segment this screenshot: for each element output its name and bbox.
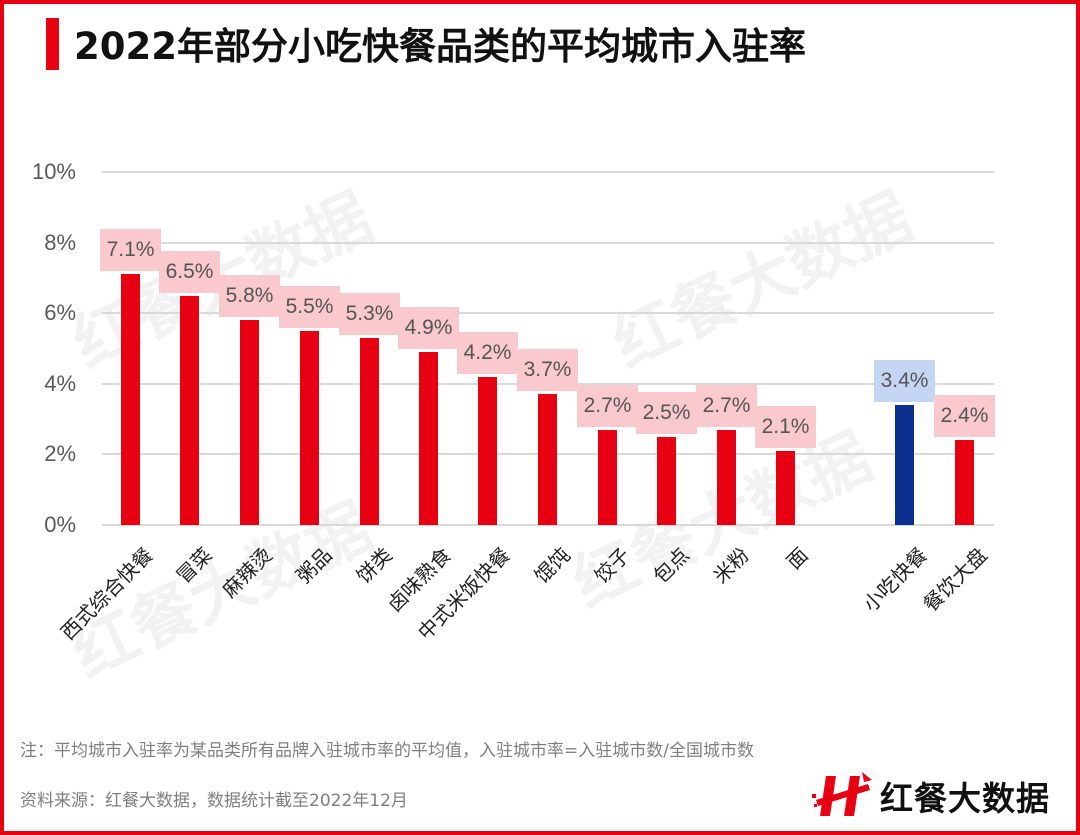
- y-axis-tick-label: 2%: [44, 441, 76, 467]
- x-axis-category-label: 饺子: [589, 542, 635, 589]
- data-label: 5.3%: [339, 292, 400, 335]
- data-label: 5.5%: [279, 285, 340, 328]
- hongcan-h-logo-icon: [812, 772, 872, 816]
- bar: [656, 436, 676, 525]
- bar: [716, 429, 736, 525]
- source-note: 资料来源：红餐大数据，数据统计截至2022年12月: [20, 791, 408, 811]
- footnote: 注：平均城市入驻率为某品类所有品牌入驻城市率的平均值，入驻城市率=入驻城市数/全…: [20, 741, 754, 761]
- data-label: 6.5%: [159, 250, 220, 293]
- bar: [179, 295, 199, 525]
- x-axis-category-label: 餐饮大盘: [918, 542, 992, 617]
- data-label: 2.7%: [696, 384, 757, 427]
- gridline: [102, 312, 994, 315]
- bar: [359, 337, 379, 525]
- data-label: 4.2%: [457, 331, 518, 374]
- data-label: 2.7%: [577, 384, 638, 427]
- gridline: [102, 524, 994, 526]
- x-axis-category-label: 冒菜: [171, 542, 217, 589]
- bar: [775, 450, 795, 525]
- data-label: 2.4%: [934, 395, 995, 438]
- data-label: 5.8%: [219, 275, 280, 318]
- y-axis-tick-label: 8%: [44, 229, 76, 255]
- data-label: 2.5%: [636, 391, 697, 434]
- bar: [120, 274, 140, 525]
- x-axis-category-label: 小吃快餐: [858, 542, 932, 617]
- gridline: [102, 171, 994, 173]
- bar: [597, 429, 617, 525]
- bar: [894, 404, 914, 525]
- y-axis-tick-label: 4%: [44, 370, 76, 396]
- data-label: 4.9%: [398, 307, 459, 350]
- x-axis-category-label: 面: [781, 542, 813, 574]
- gridline: [102, 241, 994, 244]
- chart-title: 2022年部分小吃快餐品类的平均城市入驻率: [74, 25, 806, 68]
- x-axis-category-label: 包点: [648, 542, 694, 589]
- bar: [477, 376, 497, 525]
- bar: [954, 440, 974, 525]
- x-axis-category-label: 粥品: [291, 542, 337, 589]
- x-axis-category-label: 麻辣烫: [217, 542, 277, 603]
- data-label: 3.4%: [874, 359, 935, 402]
- x-axis-category-label: 米粉: [708, 542, 754, 589]
- data-label: 7.1%: [100, 229, 161, 272]
- bar: [418, 352, 438, 525]
- brand-logo: 红餐大数据: [812, 770, 1050, 822]
- data-label: 3.7%: [517, 349, 578, 392]
- y-axis-tick-label: 6%: [44, 300, 76, 326]
- bar: [239, 320, 259, 525]
- x-axis-category-label: 馄饨: [529, 542, 575, 589]
- y-axis-tick-label: 10%: [31, 159, 76, 184]
- logo-text: 红餐大数据: [880, 779, 1050, 818]
- x-axis-category-label: 西式综合快餐: [55, 542, 158, 645]
- x-axis-category-label: 饼类: [351, 542, 397, 589]
- watermark: 红餐大数据: [601, 180, 924, 383]
- y-axis-tick-label: 0%: [44, 512, 76, 537]
- title-accent-bar: [46, 18, 59, 70]
- bar: [537, 394, 557, 525]
- data-label: 2.1%: [755, 405, 816, 448]
- bar: [299, 330, 319, 525]
